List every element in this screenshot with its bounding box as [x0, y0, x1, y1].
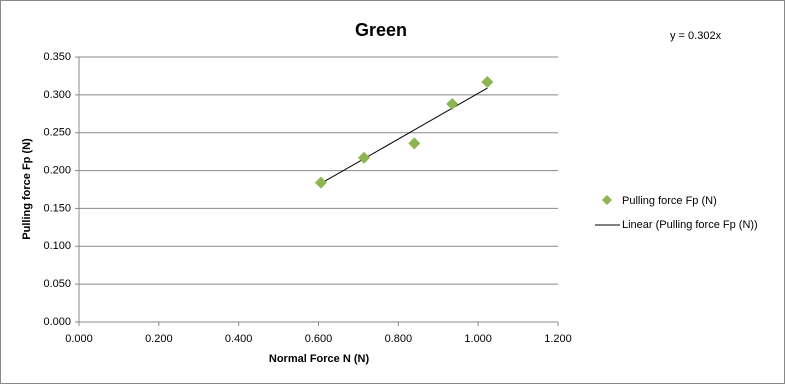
x-axis-title: Normal Force N (N)	[269, 353, 370, 365]
legend-label: Pulling force Fp (N)	[622, 195, 717, 207]
y-tick-label: 0.150	[43, 202, 71, 214]
x-tick-label: 0.800	[385, 333, 413, 345]
y-tick-label: 0.250	[43, 127, 71, 139]
y-tick-label: 0.200	[43, 164, 71, 176]
y-tick-label: 0.000	[43, 316, 71, 328]
y-axis-title: Pulling force Fp (N)	[21, 138, 33, 240]
y-tick-label: 0.350	[43, 51, 71, 63]
x-tick-label: 1.200	[544, 333, 572, 345]
x-tick-label: 1.000	[464, 333, 492, 345]
x-tick-label: 0.600	[305, 333, 333, 345]
legend-marker	[602, 195, 612, 205]
y-tick-label: 0.300	[43, 89, 71, 101]
data-point	[408, 137, 421, 150]
trendline-equation: y = 0.302x	[670, 30, 722, 42]
x-tick-label: 0.400	[225, 333, 253, 345]
chart-title: Green	[355, 20, 407, 40]
trendline	[320, 87, 488, 184]
x-tick-label: 0.200	[145, 333, 173, 345]
data-point	[481, 75, 494, 88]
data-point	[314, 176, 327, 189]
legend-label: Linear (Pulling force Fp (N))	[622, 219, 758, 231]
y-tick-label: 0.100	[43, 240, 71, 252]
data-point	[358, 151, 371, 164]
y-tick-label: 0.050	[43, 278, 71, 290]
data-point	[446, 97, 459, 110]
x-tick-label: 0.000	[65, 333, 93, 345]
